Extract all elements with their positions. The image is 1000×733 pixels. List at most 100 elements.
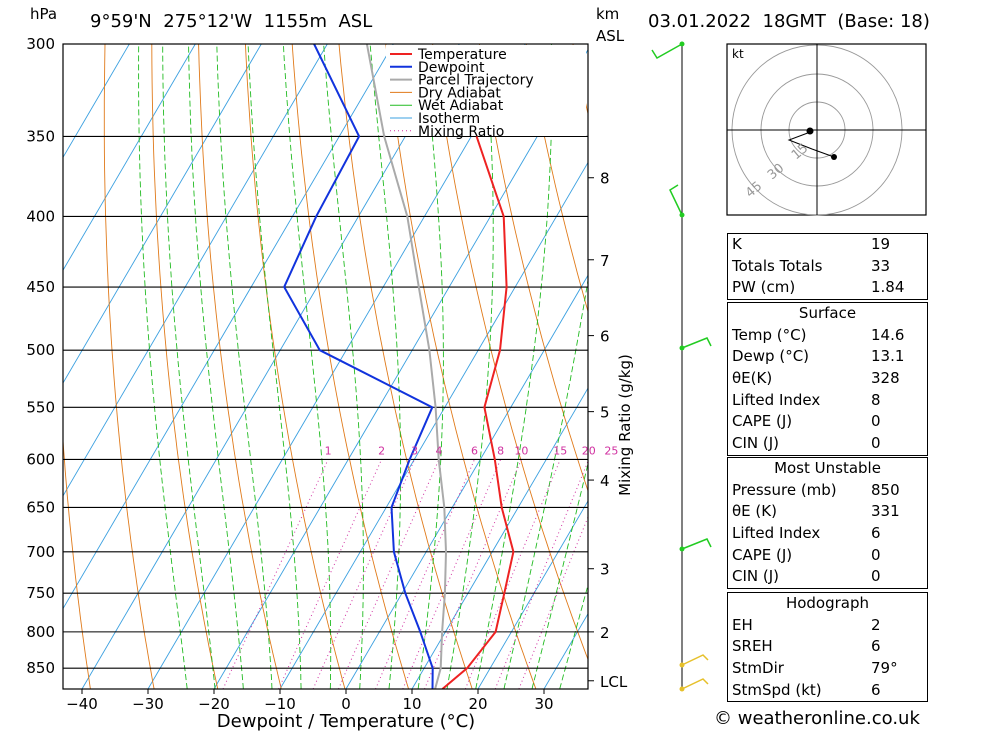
mixing-ratio-line [494, 460, 588, 689]
table-row: K 19 [732, 235, 891, 253]
mixing-ratio-axis-label: Mixing Ratio (g/kg) [616, 354, 634, 496]
isotherm-line [63, 44, 328, 497]
mixing-ratio-line [375, 459, 475, 689]
wet-adiabat-line [446, 44, 494, 689]
mixing-ratio-label: 2 [378, 444, 385, 457]
isotherm-line [477, 500, 588, 689]
dry-adiabat-line [291, 44, 410, 689]
pressure-tick-label: 700 [26, 543, 55, 561]
table-row: θE(K) 328 [732, 369, 900, 388]
mixing-ratio-label: 3 [411, 444, 418, 457]
mixing-ratio-label: 6 [471, 444, 478, 457]
hodograph-title: Hodograph [785, 594, 870, 612]
legend-label: Parcel Trajectory [418, 73, 534, 89]
mixing-ratio-line [222, 459, 329, 689]
km-tick-label: 5 [600, 404, 610, 422]
km-tick-label: 7 [600, 252, 610, 270]
table-row: CAPE (J) 0 [732, 412, 881, 431]
dry-adiabat-line [525, 44, 588, 313]
isotherm-line [411, 387, 588, 689]
mixing-ratio-label: 15 [553, 444, 567, 457]
table-row: EH 2 [732, 615, 881, 634]
km-tick-label: LCL [600, 673, 628, 691]
wet-adiabat-line [369, 44, 402, 689]
x-tick-label: −30 [132, 695, 164, 713]
dewpoint-line [283, 44, 434, 689]
wet-adiabat-line [247, 44, 302, 689]
km-tick-label: 8 [600, 170, 610, 188]
most-unstable-table: Most Unstable Pressure (mb) 850 θE (K) 331… [727, 457, 928, 590]
table-row: StmSpd (kt) 6 [732, 680, 881, 699]
wind-barbs [651, 41, 712, 692]
wet-adiabat-line [503, 277, 588, 689]
isotherm-line [279, 161, 588, 689]
km-tick-label: 3 [600, 561, 610, 579]
legend-label: Dewpoint [418, 60, 485, 76]
mixing-ratio-line [424, 459, 522, 689]
km-tick-label: 2 [600, 624, 610, 642]
x-tick-label: −40 [66, 695, 98, 713]
dry-adiabat-line [338, 44, 473, 689]
height-unit: km [596, 5, 620, 23]
table-row: Lifted Index 8 [732, 390, 881, 409]
mixing-ratio-line [518, 515, 588, 689]
pressure-tick-label: 350 [26, 127, 55, 145]
surface-title: Surface [798, 304, 857, 322]
x-tick-label: −10 [264, 695, 296, 713]
credit-link[interactable]: © weatheronline.co.uk [714, 708, 920, 729]
most-unstable-title: Most Unstable [774, 459, 881, 477]
table-row: θE (K) 331 [732, 502, 900, 521]
isotherm-line [345, 274, 588, 689]
temperature-line [441, 136, 515, 689]
dry-adiabat-line [994, 44, 1000, 689]
pressure-tick-label: 500 [26, 341, 55, 359]
x-tick-label: 30 [534, 695, 553, 713]
x-axis-label: Dewpoint / Temperature (°C) [217, 711, 475, 732]
hodograph-table: Hodograph EH 2 SREH 6 StmDir 79° StmSpd (kt… [727, 592, 928, 703]
dry-adiabat-line [103, 44, 155, 689]
dry-adiabat-line [947, 44, 1000, 689]
indices-table: K 19 Totals Totals 33 PW (cm) 1.84 [727, 233, 928, 301]
isotherm-line [63, 44, 394, 610]
pressure-tick-label: 400 [26, 207, 55, 225]
isotherm-line [81, 44, 460, 689]
mixing-ratio-line [338, 459, 440, 689]
parcel-trajectory-line [365, 44, 448, 689]
wet-adiabat-line [323, 44, 364, 689]
pressure-tick-label: 800 [26, 623, 55, 641]
wet-adiabat-line [138, 44, 188, 689]
isotherm-line [63, 44, 130, 159]
dry-adiabat-line [478, 44, 588, 493]
km-tick-label: 4 [600, 472, 610, 490]
isotherm-line [147, 44, 526, 689]
height-unit-asl: ASL [596, 27, 625, 45]
pressure-tick-label: 450 [26, 278, 55, 296]
x-tick-label: 0 [341, 695, 351, 713]
legend-label: Mixing Ratio [418, 124, 504, 140]
surface-table: Surface Temp (°C) 14.6 Dewp (°C) 13.1 θE(K… [727, 302, 928, 456]
mixing-ratio-label: 4 [436, 444, 443, 457]
dry-adiabat-line [3, 44, 27, 689]
legend-label: Isotherm [418, 111, 480, 127]
pressure-tick-label: 600 [26, 450, 55, 468]
isotherm-line [63, 44, 262, 384]
wet-adiabat-line [559, 583, 588, 689]
pressure-tick-label: 750 [26, 584, 55, 602]
plot-frame [62, 43, 589, 690]
location-title: 9°59'N 275°12'W 1155m ASL [90, 11, 373, 32]
dry-adiabat-line [244, 44, 346, 689]
wet-adiabat-line [475, 44, 553, 689]
dry-adiabat-line [151, 44, 219, 689]
table-row: Temp (°C) 14.6 [732, 325, 905, 344]
table-row: CAPE (J) 0 [732, 545, 881, 564]
pressure-tick-label: 650 [26, 498, 55, 516]
table-row: PW (cm) 1.84 [732, 278, 905, 297]
table-row: CIN (J) 0 [732, 434, 881, 453]
mixing-ratio-line [402, 459, 502, 689]
table-row: CIN (J) 0 [732, 567, 881, 586]
isotherm-line [213, 48, 588, 689]
mixing-ratio-label: 20 [582, 444, 596, 457]
km-tick-label: 6 [600, 328, 610, 346]
legend-label: Dry Adiabat [418, 85, 501, 101]
